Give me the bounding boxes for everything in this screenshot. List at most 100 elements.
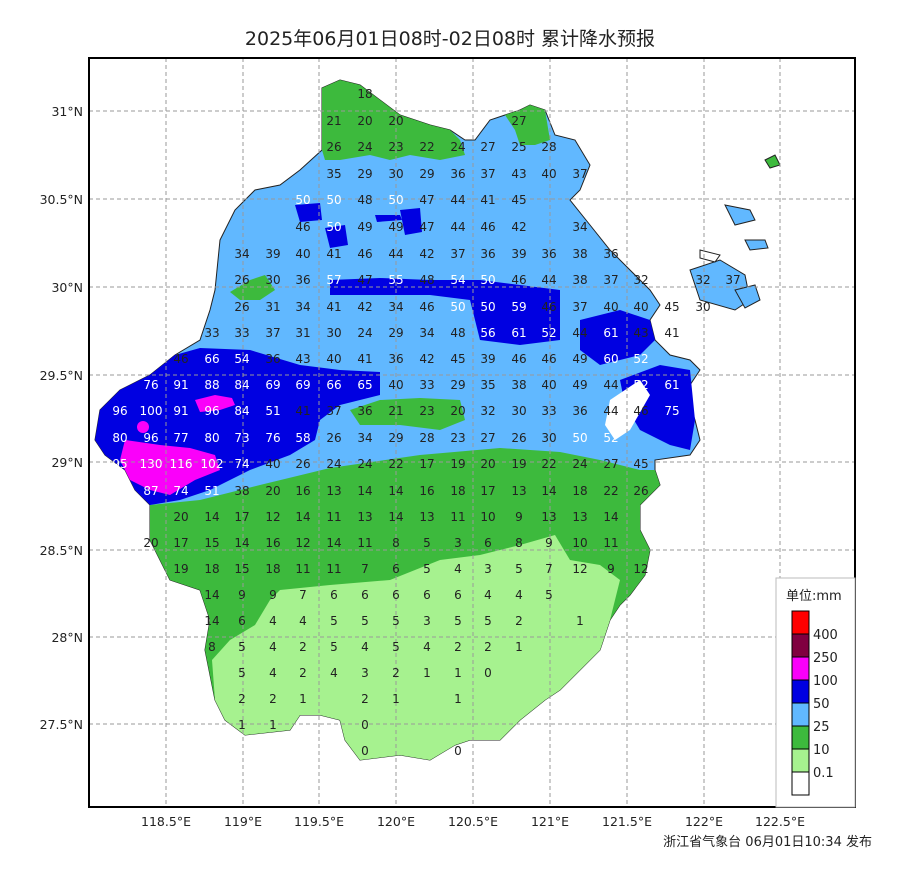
- y-tick-label: 30.5°N: [40, 192, 83, 207]
- value-label: 25: [511, 140, 526, 154]
- legend-swatch: [791, 725, 810, 750]
- legend-swatch: [791, 748, 810, 773]
- value-label: 15: [234, 562, 249, 576]
- value-label: 41: [295, 404, 310, 418]
- value-label: 5: [330, 640, 338, 654]
- value-label: 0: [361, 718, 369, 732]
- value-label: 4: [454, 562, 462, 576]
- value-label: 50: [295, 193, 310, 207]
- x-axis-ticks: 118.5°E 119°E 119.5°E 120°E 120.5°E 121°E 121.…: [141, 814, 805, 829]
- value-label: 1: [299, 692, 307, 706]
- value-label: 45: [633, 457, 648, 471]
- value-label: 27: [480, 140, 495, 154]
- value-label: 26: [326, 431, 341, 445]
- value-label: 46: [541, 352, 556, 366]
- value-label: 30: [326, 326, 341, 340]
- value-label: 26: [326, 140, 341, 154]
- value-label: 30: [541, 431, 556, 445]
- legend-swatch: [791, 610, 810, 635]
- value-label: 7: [361, 562, 369, 576]
- value-label: 38: [572, 273, 587, 287]
- value-label: 17: [234, 510, 249, 524]
- value-label: 14: [603, 510, 618, 524]
- value-label: 14: [204, 510, 219, 524]
- value-label: 47: [357, 273, 372, 287]
- value-label: 4: [423, 640, 431, 654]
- value-label: 2: [238, 692, 246, 706]
- value-label: 11: [295, 562, 310, 576]
- value-label: 49: [572, 378, 587, 392]
- value-label: 7: [545, 562, 553, 576]
- value-label: 41: [357, 352, 372, 366]
- value-label: 1: [454, 692, 462, 706]
- value-label: 91: [173, 404, 188, 418]
- value-label: 46: [295, 220, 310, 234]
- value-label: 14: [326, 536, 341, 550]
- value-label: 17: [480, 484, 495, 498]
- value-label: 14: [234, 536, 249, 550]
- value-label: 5: [361, 614, 369, 628]
- value-label: 8: [515, 536, 523, 550]
- value-label: 5: [454, 614, 462, 628]
- value-label: 22: [603, 484, 618, 498]
- y-tick-label: 29°N: [51, 455, 83, 470]
- value-label: 18: [265, 562, 280, 576]
- value-label: 9: [607, 562, 615, 576]
- value-label: 47: [419, 220, 434, 234]
- value-label: 23: [388, 140, 403, 154]
- value-label: 48: [450, 326, 465, 340]
- value-label: 18: [204, 562, 219, 576]
- value-label: 32: [480, 404, 495, 418]
- value-label: 14: [388, 484, 403, 498]
- value-label: 48: [419, 273, 434, 287]
- y-tick-label: 28°N: [51, 630, 83, 645]
- value-label: 46: [541, 300, 556, 314]
- value-label: 36: [357, 404, 372, 418]
- x-tick-label: 118.5°E: [141, 814, 191, 829]
- value-label: 49: [357, 220, 372, 234]
- value-label: 48: [357, 193, 372, 207]
- value-label: 14: [204, 588, 219, 602]
- value-label: 34: [234, 247, 249, 261]
- value-label: 11: [326, 562, 341, 576]
- value-label: 87: [143, 484, 158, 498]
- value-label: 50: [326, 193, 341, 207]
- value-label: 5: [545, 588, 553, 602]
- value-label: 66: [204, 352, 219, 366]
- value-label: 37: [603, 273, 618, 287]
- value-label: 24: [357, 140, 372, 154]
- value-label: 42: [419, 247, 434, 261]
- value-label: 5: [484, 614, 492, 628]
- value-label: 7: [299, 588, 307, 602]
- value-label: 13: [419, 510, 434, 524]
- value-label: 50: [480, 300, 495, 314]
- legend-swatch: [791, 633, 810, 658]
- value-label: 5: [423, 562, 431, 576]
- value-label: 24: [326, 457, 341, 471]
- value-label: 10: [572, 536, 587, 550]
- legend-swatch: [791, 679, 810, 704]
- value-label: 0: [361, 744, 369, 758]
- value-label: 20: [265, 484, 280, 498]
- value-label: 4: [484, 588, 492, 602]
- value-label: 44: [603, 404, 618, 418]
- value-label: 27: [603, 457, 618, 471]
- value-label: 49: [388, 220, 403, 234]
- value-label: 27: [480, 431, 495, 445]
- value-label: 14: [295, 510, 310, 524]
- value-label: 9: [515, 510, 523, 524]
- legend-threshold: 400: [813, 628, 838, 643]
- value-label: 1: [576, 614, 584, 628]
- value-label: 24: [572, 457, 587, 471]
- value-label: 13: [326, 484, 341, 498]
- value-label: 41: [326, 300, 341, 314]
- value-label: 54: [234, 352, 249, 366]
- value-label: 17: [419, 457, 434, 471]
- legend-swatch: [791, 771, 810, 796]
- value-label: 6: [392, 588, 400, 602]
- value-label: 37: [572, 300, 587, 314]
- legend-swatch: [791, 656, 810, 681]
- value-label: 17: [173, 536, 188, 550]
- y-tick-label: 31°N: [51, 104, 83, 119]
- value-label: 50: [480, 273, 495, 287]
